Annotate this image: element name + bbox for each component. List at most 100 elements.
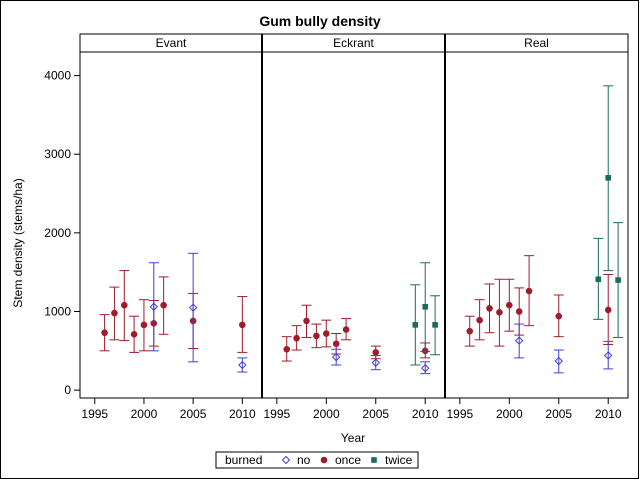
y-tick-label: 3000 [44,147,71,161]
error-bar-real-once-1998 [484,283,495,334]
data-point-evant-no-2001 [149,302,158,311]
data-point-eckrant-once-1998 [303,317,310,325]
data-point-real-once-2005 [555,312,563,320]
error-bar-evant-no-2005 [188,252,199,363]
error-bar-evant-once-1998 [119,270,130,342]
data-point-evant-once-2002 [160,301,167,309]
error-bar-eckrant-once-1999 [311,323,322,349]
error-bar-evant-once-2010 [237,296,248,353]
data-point-real-once-2010 [604,306,612,314]
data-point-real-once-1999 [496,308,503,316]
error-bar-eckrant-once-1996 [281,336,292,362]
x-tick-label: 2005 [362,407,389,421]
error-bar-real-once-1997 [474,299,485,341]
error-bar-real-once-2000 [504,278,515,332]
legend-label-once: once [335,453,361,467]
x-tick-label: 2005 [180,407,207,421]
error-bar-eckrant-twice-2009 [410,284,421,366]
x-axis-label: Year [341,431,365,445]
legend-title: burned [225,453,262,467]
legend-marker-no [281,455,291,465]
legend: burned no once twice [215,451,419,469]
x-tick-label: 2000 [131,407,158,421]
data-point-evant-once-2000 [140,321,148,329]
data-point-real-once-2002 [525,287,533,295]
data-point-evant-once-2010 [239,321,246,329]
x-tick-label: 2010 [412,407,439,421]
error-bar-evant-once-1996 [99,314,110,352]
panel-label-eckrant: Eckrant [333,36,374,50]
data-point-evant-once-1999 [130,331,138,338]
y-tick-label: 0 [64,383,71,397]
y-tick-label: 4000 [44,69,71,83]
data-point-eckrant-once-1996 [283,345,291,353]
data-point-real-once-1996 [466,327,474,335]
chart-title: Gum bully density [259,13,381,29]
legend-label-no: no [297,453,311,467]
error-bar-eckrant-twice-2010 [420,262,431,353]
error-bar-eckrant-twice-2011 [430,295,441,356]
x-tick-label: 2005 [545,407,572,421]
y-tick-label: 2000 [44,226,71,240]
data-point-eckrant-twice-2009 [412,322,419,328]
error-bar-real-once-1996 [464,315,475,347]
data-point-real-no-2010 [604,351,613,360]
x-tick-label: 1995 [263,407,290,421]
panel-label-evant: Evant [156,36,187,50]
error-bar-real-once-2010 [603,274,614,346]
error-bar-evant-once-2002 [158,276,169,335]
error-bar-eckrant-no-2001 [331,348,342,366]
data-point-eckrant-once-2001 [332,340,340,348]
data-point-real-no-2005 [554,356,563,366]
error-bar-real-once-2005 [553,294,564,338]
error-bar-evant-once-1997 [109,286,120,341]
data-point-eckrant-twice-2011 [432,322,438,328]
data-point-real-twice-2011 [615,277,621,283]
error-bar-evant-once-2000 [138,299,149,352]
x-tick-label: 1995 [446,407,473,421]
data-point-eckrant-no-2010 [421,363,430,373]
error-bar-real-twice-2011 [613,222,624,338]
error-bar-real-twice-2009 [593,237,604,320]
data-point-real-twice-2010 [605,175,612,181]
plot-frame [79,51,629,399]
panels: Evant 1995 2000 2005 2010 Eckrant 1995 2000 2005… [79,33,629,421]
data-point-real-no-2001 [514,336,524,345]
y-axis: 0 1000 2000 3000 4000 [44,69,80,397]
error-bar-real-no-2001 [514,323,525,359]
error-bar-eckrant-no-2005 [370,355,381,371]
panel-label-real: Real [524,36,549,50]
data-point-eckrant-once-2000 [322,330,330,337]
data-point-real-once-2001 [515,308,523,315]
legend-label-twice: twice [385,453,413,467]
legend-box [215,451,419,469]
error-bar-eckrant-once-1997 [291,325,302,351]
data-point-evant-no-2005 [188,303,198,312]
data-marks [99,85,624,375]
data-point-real-once-1998 [486,305,493,312]
error-bar-eckrant-once-1998 [301,304,312,338]
error-bar-evant-once-1999 [129,315,140,353]
data-point-eckrant-twice-2010 [422,303,429,310]
error-bar-real-once-2002 [524,255,535,327]
data-point-eckrant-no-2001 [331,352,341,362]
legend-marker-twice [371,457,377,463]
legend-marker-once [320,456,328,464]
y-axis-label: Stem density (stems/ha) [11,178,25,307]
data-point-real-once-2000 [505,301,513,309]
data-point-evant-no-2010 [238,360,247,370]
x-tick-label: 2010 [595,407,622,421]
error-bar-eckrant-once-2000 [321,319,332,348]
data-point-real-once-1997 [476,316,483,324]
x-tick-label: 2000 [496,407,523,421]
error-bar-eckrant-no-2010 [420,361,431,375]
x-tick-label: 2000 [313,407,340,421]
error-bar-evant-no-2001 [148,262,159,352]
data-point-evant-once-1997 [111,309,118,317]
data-point-real-twice-2009 [595,276,602,283]
data-point-eckrant-once-2002 [342,326,350,333]
error-bar-eckrant-once-2002 [341,318,352,341]
error-bar-evant-no-2010 [237,357,248,373]
